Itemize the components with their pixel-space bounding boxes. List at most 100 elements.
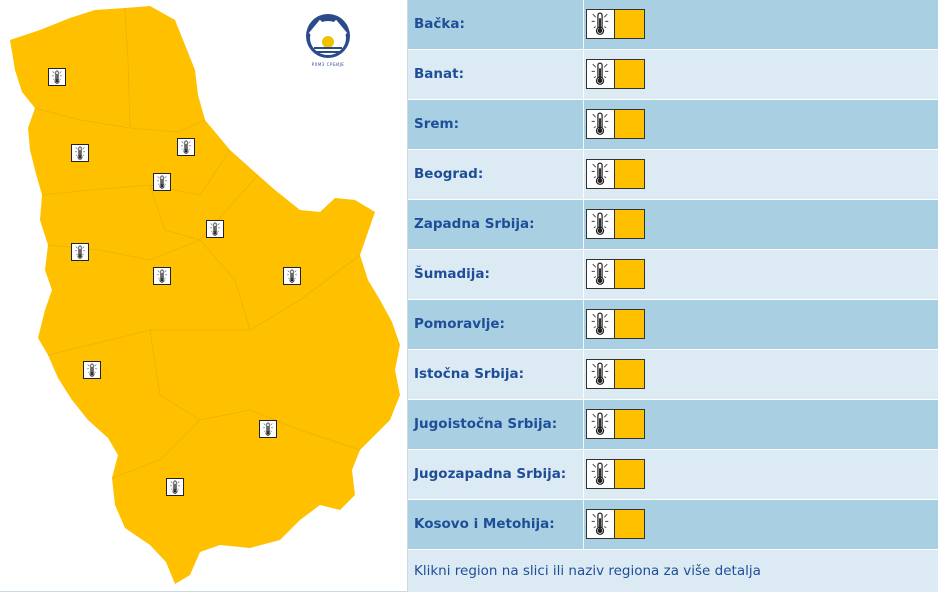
warning-type-cell	[587, 360, 615, 388]
region-name-link[interactable]: Bačka:	[414, 16, 465, 32]
region-name-link[interactable]: Srem:	[414, 116, 460, 132]
thermometer-icon	[210, 222, 220, 236]
warning-type-cell	[587, 410, 615, 438]
region-name-link[interactable]: Pomoravlje:	[414, 316, 505, 332]
region-row[interactable]: Banat:	[408, 50, 938, 99]
column-divider	[583, 350, 584, 399]
warning-level-cell	[615, 10, 644, 38]
warning-indicator[interactable]	[586, 409, 645, 439]
warning-level-cell	[615, 510, 644, 538]
warning-type-cell	[587, 160, 615, 188]
thermometer-icon	[591, 512, 609, 535]
warning-indicator[interactable]	[586, 459, 645, 489]
warning-indicator[interactable]	[586, 509, 645, 539]
warning-level-cell	[615, 210, 644, 238]
thermometer-icon	[87, 363, 97, 377]
warning-level-cell	[615, 110, 644, 138]
warning-level-cell	[615, 160, 644, 188]
map-thermometer-icon-beograd[interactable]	[153, 173, 171, 191]
column-divider	[583, 400, 584, 449]
warning-indicator[interactable]	[586, 59, 645, 89]
warning-level-cell	[615, 460, 644, 488]
warning-level-cell	[615, 410, 644, 438]
warning-indicator[interactable]	[586, 209, 645, 239]
map-thermometer-icon-jugoistocna[interactable]	[259, 420, 277, 438]
serbia-region-shape[interactable]	[10, 6, 400, 584]
thermometer-icon	[52, 70, 62, 84]
region-name-link[interactable]: Šumadija:	[414, 266, 490, 282]
warning-level-cell	[615, 310, 644, 338]
footer-hint-text: Klikni region na slici ili naziv regiona…	[414, 563, 761, 579]
warning-indicator[interactable]	[586, 9, 645, 39]
thermometer-icon	[591, 462, 609, 485]
map-thermometer-icon-backa[interactable]	[48, 68, 66, 86]
thermometer-icon	[181, 140, 191, 154]
region-row[interactable]: Srem:	[408, 100, 938, 149]
warning-indicator[interactable]	[586, 359, 645, 389]
warning-type-cell	[587, 10, 615, 38]
map-thermometer-icon-srem[interactable]	[71, 144, 89, 162]
thermometer-icon	[75, 146, 85, 160]
region-borders	[34, 7, 361, 479]
thermometer-icon	[287, 269, 297, 283]
region-row[interactable]: Kosovo i Metohija:	[408, 500, 938, 549]
thermometer-icon	[591, 312, 609, 335]
column-divider	[583, 500, 584, 549]
region-name-link[interactable]: Zapadna Srbija:	[414, 216, 535, 232]
region-warning-table: Bačka: Banat: Srem: Beograd: Zapadna Srbija:…	[408, 0, 938, 592]
region-row[interactable]: Jugozapadna Srbija:	[408, 450, 938, 499]
region-row[interactable]: Istočna Srbija:	[408, 350, 938, 399]
rhmz-logo: РХМЗ СРБИЈЕ	[302, 12, 354, 70]
warning-type-cell	[587, 110, 615, 138]
thermometer-icon	[75, 245, 85, 259]
warning-indicator[interactable]	[586, 159, 645, 189]
thermometer-icon	[591, 262, 609, 285]
thermometer-icon	[591, 62, 609, 85]
warning-level-cell	[615, 260, 644, 288]
region-name-link[interactable]: Jugoistočna Srbija:	[414, 416, 558, 432]
region-row[interactable]: Pomoravlje:	[408, 300, 938, 349]
column-divider	[583, 150, 584, 199]
warning-map-panel: РХМЗ СРБИЈЕ	[0, 0, 408, 592]
column-divider	[583, 250, 584, 299]
region-row[interactable]: Bačka:	[408, 0, 938, 49]
region-row[interactable]: Jugoistočna Srbija:	[408, 400, 938, 449]
region-name-link[interactable]: Beograd:	[414, 166, 484, 182]
thermometer-icon	[157, 175, 167, 189]
region-row[interactable]: Zapadna Srbija:	[408, 200, 938, 249]
region-row[interactable]: Beograd:	[408, 150, 938, 199]
footer-hint: Klikni region na slici ili naziv regiona…	[408, 550, 938, 592]
map-thermometer-icon-istocna[interactable]	[283, 267, 301, 285]
warning-type-cell	[587, 260, 615, 288]
warning-type-cell	[587, 310, 615, 338]
rhmz-logo-icon	[306, 14, 350, 58]
map-thermometer-icon-pomoravlje[interactable]	[206, 220, 224, 238]
column-divider	[583, 300, 584, 349]
map-thermometer-icon-jugozapadna[interactable]	[83, 361, 101, 379]
region-name-link[interactable]: Banat:	[414, 66, 464, 82]
thermometer-icon	[157, 269, 167, 283]
region-row[interactable]: Šumadija:	[408, 250, 938, 299]
warning-indicator[interactable]	[586, 259, 645, 289]
warning-level-cell	[615, 360, 644, 388]
map-thermometer-icon-sumadija[interactable]	[153, 267, 171, 285]
column-divider	[583, 450, 584, 499]
map-thermometer-icon-banat[interactable]	[177, 138, 195, 156]
warning-type-cell	[587, 60, 615, 88]
warning-type-cell	[587, 510, 615, 538]
serbia-map	[10, 6, 400, 584]
map-thermometer-icon-kosovo[interactable]	[166, 478, 184, 496]
region-name-link[interactable]: Kosovo i Metohija:	[414, 516, 555, 532]
warning-indicator[interactable]	[586, 109, 645, 139]
map-thermometer-icon-zapadna[interactable]	[71, 243, 89, 261]
warning-type-cell	[587, 460, 615, 488]
region-name-link[interactable]: Istočna Srbija:	[414, 366, 525, 382]
region-name-link[interactable]: Jugozapadna Srbija:	[414, 466, 567, 482]
column-divider	[583, 100, 584, 149]
thermometer-icon	[591, 112, 609, 135]
thermometer-icon	[591, 412, 609, 435]
warning-level-cell	[615, 60, 644, 88]
warning-type-cell	[587, 210, 615, 238]
warning-indicator[interactable]	[586, 309, 645, 339]
thermometer-icon	[263, 422, 273, 436]
